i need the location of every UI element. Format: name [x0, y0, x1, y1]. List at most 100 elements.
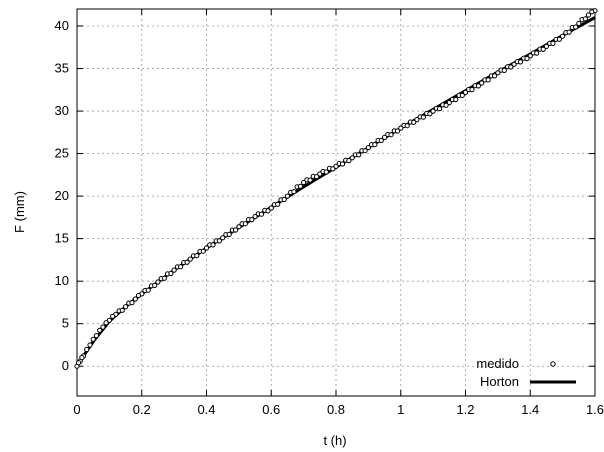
medido-point-dense: [152, 282, 158, 288]
medido-point-dense: [453, 96, 459, 103]
medido-point-dense: [307, 177, 313, 183]
medido-point: [414, 117, 420, 123]
medido-point-dense: [119, 307, 125, 313]
medido-point: [187, 256, 193, 262]
medido-point: [543, 43, 550, 50]
medido-point: [462, 89, 469, 96]
medido-point: [87, 342, 93, 348]
x-tick-label: 0.6: [262, 402, 280, 417]
medido-point-dense: [200, 248, 206, 254]
x-tick-label: 0.2: [133, 402, 151, 417]
medido-point: [446, 100, 452, 106]
medido-point-dense: [330, 166, 336, 172]
medido-point-dense: [265, 208, 271, 214]
medido-point: [252, 213, 258, 220]
medido-point: [365, 145, 371, 151]
legend: medido Horton: [476, 356, 576, 389]
medido-point-dense: [242, 221, 248, 227]
medido-point-dense: [129, 300, 135, 306]
medido-point-dense: [388, 132, 394, 138]
medido-point: [585, 12, 592, 18]
medido-point-dense: [161, 275, 167, 281]
medido-point-dense: [573, 24, 579, 30]
medido-point-dense: [372, 142, 378, 148]
x-tick-label: 1.6: [586, 402, 604, 417]
x-axis-label: t (h): [323, 433, 346, 448]
medido-point: [93, 333, 100, 339]
medido-point-dense: [103, 320, 109, 326]
medido-point-dense: [550, 40, 556, 47]
medido-point-dense: [517, 59, 524, 65]
medido-point: [479, 80, 485, 86]
medido-point-dense: [427, 111, 433, 117]
x-tick-label: 1.2: [456, 402, 474, 417]
legend-label-horton: Horton: [480, 374, 519, 389]
y-tick-label: 25: [55, 146, 69, 161]
medido-point: [284, 193, 290, 199]
series-medido: [74, 8, 598, 369]
y-tick-label: 35: [55, 61, 69, 76]
medido-point-dense: [184, 259, 190, 265]
medido-point-dense: [534, 50, 540, 56]
medido-point-dense: [459, 92, 465, 99]
medido-point-dense: [110, 313, 116, 319]
y-axis-label: F (mm): [12, 191, 27, 233]
medido-point-dense: [281, 196, 287, 203]
medido-point-dense: [90, 336, 96, 342]
medido-point-dense: [145, 287, 151, 293]
medido-point-dense: [216, 238, 222, 244]
medido-point: [203, 245, 210, 251]
y-tick-label: 15: [55, 231, 69, 246]
medido-point: [155, 279, 161, 285]
medido-point: [106, 317, 113, 323]
legend-marker-medido: [550, 361, 556, 367]
medido-point-dense: [524, 55, 530, 62]
medido-point: [349, 155, 355, 161]
medido-point-dense: [508, 64, 514, 70]
medido-point-dense: [76, 360, 82, 366]
y-tick-labels: 0 5 10 15 20 25 30 35 40: [55, 18, 69, 373]
medido-point-dense: [84, 346, 90, 353]
medido-point-dense: [378, 137, 384, 144]
medido-point-dense: [210, 242, 216, 248]
medido-point-dense: [346, 158, 352, 164]
medido-point: [100, 324, 106, 330]
medido-point-dense: [566, 29, 572, 35]
legend-label-medido: medido: [476, 356, 519, 371]
medido-point-dense: [323, 169, 329, 175]
medido-point-dense: [501, 67, 507, 74]
medido-point-dense: [168, 270, 174, 277]
medido-point-dense: [437, 106, 443, 112]
medido-point: [301, 179, 307, 186]
medido-point-dense: [469, 87, 475, 93]
x-tick-label: 0.4: [197, 402, 215, 417]
medido-point-dense: [556, 36, 563, 42]
medido-point: [560, 33, 566, 39]
medido-point: [495, 70, 501, 76]
x-tick-label: 1: [397, 402, 404, 417]
medido-point-dense: [540, 46, 546, 52]
medido-point-dense: [411, 119, 417, 125]
medido-point: [236, 224, 242, 230]
medido-point-dense: [394, 128, 401, 134]
medido-point-dense: [226, 231, 232, 237]
x-tick-label: 1.4: [521, 402, 539, 417]
medido-point-dense: [194, 253, 200, 259]
medido-point-dense: [135, 292, 142, 299]
medido-point-dense: [582, 16, 588, 22]
medido-point-dense: [485, 77, 491, 83]
medido-point-dense: [443, 102, 449, 108]
x-tick-labels: 0 0.2 0.4 0.6 0.8 1 1.2 1.4 1.6: [73, 402, 604, 417]
medido-point-dense: [339, 161, 346, 167]
medido-point-dense: [356, 152, 362, 158]
medido-point-dense: [475, 83, 481, 89]
medido-point-dense: [258, 211, 265, 217]
y-tick-label: 10: [55, 273, 69, 288]
medido-point: [527, 53, 533, 59]
axis-ticks: [76, 9, 596, 396]
medido-point-dense: [249, 217, 255, 223]
medido-point: [398, 125, 404, 131]
y-tick-label: 5: [62, 316, 69, 331]
grid-lines: [77, 9, 595, 396]
medido-point-dense: [291, 189, 297, 195]
